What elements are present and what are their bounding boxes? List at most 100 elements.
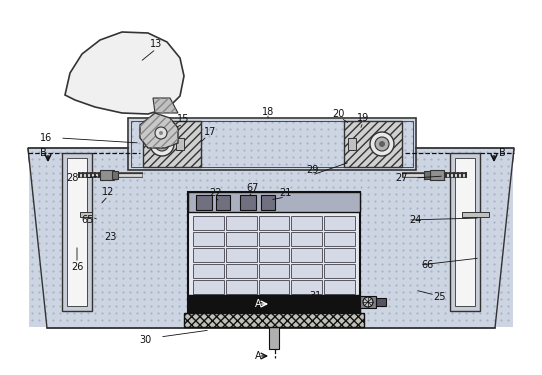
Bar <box>324 216 355 230</box>
Circle shape <box>159 141 165 147</box>
Bar <box>226 216 256 230</box>
Text: 20: 20 <box>332 109 344 119</box>
Bar <box>240 195 256 210</box>
Bar <box>100 170 114 180</box>
Bar <box>188 192 360 212</box>
Bar <box>62 153 92 311</box>
Bar <box>259 248 289 262</box>
Text: 28: 28 <box>66 173 78 183</box>
Circle shape <box>379 141 385 147</box>
Bar <box>184 313 364 327</box>
Bar <box>450 153 480 311</box>
Bar <box>465 172 467 178</box>
Text: 30: 30 <box>139 335 151 345</box>
Text: 29: 29 <box>306 165 318 175</box>
Text: 22: 22 <box>209 188 221 198</box>
Bar <box>226 232 256 246</box>
Text: 24: 24 <box>409 215 421 225</box>
Bar <box>188 192 360 327</box>
Bar <box>292 248 322 262</box>
Bar <box>188 295 360 313</box>
Bar <box>112 171 118 179</box>
Text: 66: 66 <box>421 260 433 270</box>
Text: 12: 12 <box>102 187 114 197</box>
Text: 18: 18 <box>262 107 274 117</box>
Bar <box>292 264 322 278</box>
Circle shape <box>155 137 169 151</box>
Bar <box>196 195 212 210</box>
Bar <box>462 212 489 217</box>
Polygon shape <box>140 113 178 148</box>
Bar <box>461 172 463 178</box>
Circle shape <box>375 137 389 151</box>
Bar <box>193 216 224 230</box>
Bar <box>445 172 447 178</box>
Bar <box>193 248 224 262</box>
Circle shape <box>363 297 373 307</box>
Bar <box>324 264 355 278</box>
Text: 26: 26 <box>71 262 83 272</box>
Text: 21: 21 <box>279 188 291 198</box>
Bar <box>455 158 475 306</box>
Bar <box>226 248 256 262</box>
Bar <box>376 298 386 306</box>
Bar <box>67 158 87 306</box>
Bar <box>78 172 80 178</box>
Bar <box>453 172 455 178</box>
Text: A: A <box>255 299 261 309</box>
Bar <box>424 171 430 179</box>
Bar <box>457 172 459 178</box>
Bar <box>128 118 416 170</box>
Polygon shape <box>65 32 184 114</box>
Text: 23: 23 <box>104 232 116 242</box>
Bar <box>226 264 256 278</box>
Text: 31: 31 <box>309 291 321 301</box>
Bar <box>67 158 87 306</box>
Bar <box>292 280 322 294</box>
Bar <box>193 264 224 278</box>
Bar <box>29 149 513 327</box>
Bar <box>348 138 356 150</box>
Bar <box>259 232 289 246</box>
Text: 27: 27 <box>396 173 408 183</box>
Polygon shape <box>153 98 178 113</box>
Text: 13: 13 <box>150 39 162 49</box>
Bar <box>324 280 355 294</box>
Text: 25: 25 <box>434 292 446 302</box>
Text: 16: 16 <box>40 133 52 143</box>
Bar <box>98 172 100 178</box>
Text: B: B <box>499 148 505 158</box>
Text: 17: 17 <box>204 127 216 137</box>
Text: A: A <box>255 351 261 361</box>
Bar <box>292 216 322 230</box>
Bar <box>86 172 88 178</box>
Bar <box>344 121 402 167</box>
Bar <box>259 280 289 294</box>
Bar <box>259 264 289 278</box>
Circle shape <box>150 132 174 156</box>
Bar <box>129 119 415 169</box>
Circle shape <box>155 127 167 139</box>
Bar <box>90 172 92 178</box>
Bar <box>216 195 230 210</box>
Bar <box>430 170 444 180</box>
Text: 19: 19 <box>357 113 369 123</box>
Bar <box>94 172 96 178</box>
Bar <box>131 121 413 167</box>
Bar <box>143 121 201 167</box>
Bar <box>292 232 322 246</box>
Bar <box>324 232 355 246</box>
Bar <box>82 172 84 178</box>
Bar <box>455 158 475 306</box>
Bar <box>324 248 355 262</box>
Bar <box>193 280 224 294</box>
Text: 65: 65 <box>82 215 94 225</box>
Circle shape <box>159 131 163 135</box>
Circle shape <box>370 132 394 156</box>
Text: 15: 15 <box>177 114 189 124</box>
Bar <box>360 296 376 308</box>
Bar <box>176 138 184 150</box>
Bar <box>259 216 289 230</box>
Text: B: B <box>40 148 47 158</box>
Bar <box>261 195 275 210</box>
